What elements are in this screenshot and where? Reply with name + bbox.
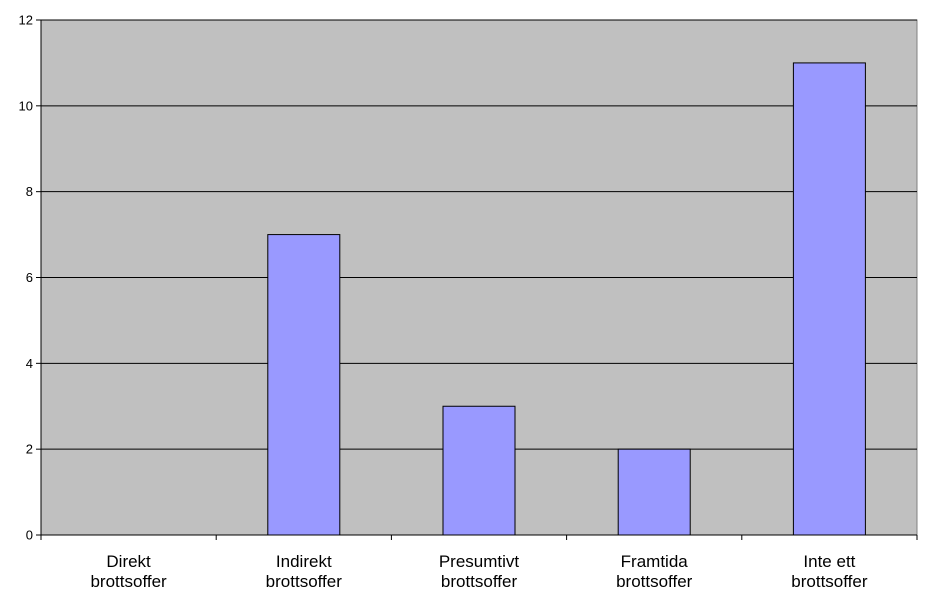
- y-tick-label: 12: [19, 13, 33, 28]
- x-category-label: Presumtivt: [439, 552, 520, 571]
- bar: [617, 448, 691, 536]
- y-tick-label: 0: [26, 528, 33, 543]
- x-category-label: brottsoffer: [266, 572, 343, 591]
- y-tick-label: 10: [19, 98, 33, 113]
- bars: [267, 62, 866, 536]
- x-category-label: brottsoffer: [616, 572, 693, 591]
- x-category-label: Indirekt: [276, 552, 332, 571]
- x-category-label: brottsoffer: [791, 572, 868, 591]
- y-tick-label: 6: [26, 270, 33, 285]
- bar: [792, 62, 866, 536]
- bar: [442, 405, 516, 536]
- x-category-label: Framtida: [621, 552, 689, 571]
- y-tick-label: 4: [26, 356, 33, 371]
- bar: [267, 234, 341, 536]
- gridlines: [41, 19, 917, 450]
- x-category-label: brottsoffer: [90, 572, 167, 591]
- x-category-label: Inte ett: [803, 552, 855, 571]
- y-axis: 0 2 4 6 8 10 12: [19, 13, 42, 543]
- x-category-label: Direkt: [106, 552, 151, 571]
- y-tick-label: 2: [26, 442, 33, 457]
- x-category-label: brottsoffer: [441, 572, 518, 591]
- y-tick-label: 8: [26, 184, 33, 199]
- x-axis: DirektbrottsofferIndirektbrottsofferPres…: [40, 534, 918, 591]
